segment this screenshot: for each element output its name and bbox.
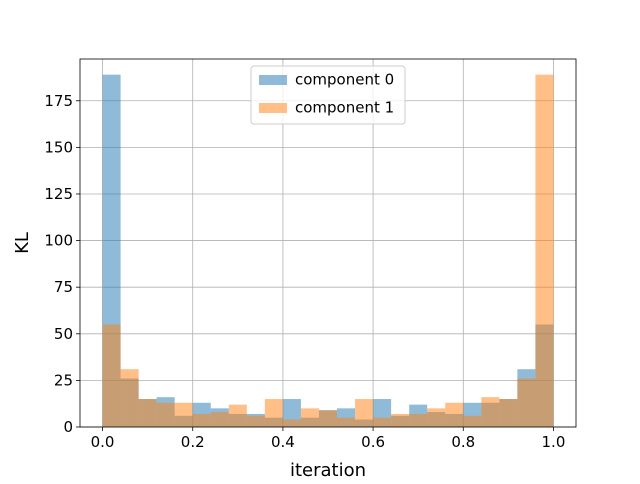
x-tick-label: 0.0 bbox=[91, 433, 115, 451]
x-tick-label: 0.4 bbox=[271, 433, 295, 451]
bar bbox=[517, 378, 536, 427]
bar bbox=[282, 419, 301, 427]
legend-label: component 0 bbox=[295, 71, 394, 89]
x-axis-label: iteration bbox=[290, 460, 366, 480]
y-axis-label: KL bbox=[12, 232, 33, 254]
bar bbox=[463, 415, 482, 427]
bar bbox=[355, 399, 374, 427]
bar bbox=[535, 74, 554, 427]
y-tick-label: 0 bbox=[63, 418, 73, 436]
legend-swatch bbox=[259, 103, 287, 113]
bar bbox=[156, 402, 175, 427]
y-tick-label: 100 bbox=[44, 232, 73, 250]
bar bbox=[481, 397, 500, 427]
bar bbox=[318, 410, 338, 427]
bar bbox=[228, 404, 247, 427]
y-tick-label: 25 bbox=[54, 371, 73, 389]
bar bbox=[337, 417, 356, 427]
x-tick-label: 0.8 bbox=[451, 433, 475, 451]
bar bbox=[246, 415, 265, 427]
y-tick-label: 75 bbox=[54, 278, 73, 296]
x-tick-label: 1.0 bbox=[542, 433, 566, 451]
bar bbox=[373, 417, 392, 427]
bar bbox=[409, 413, 428, 427]
bar bbox=[391, 413, 410, 427]
bar bbox=[102, 324, 121, 427]
bar bbox=[445, 402, 464, 427]
bar bbox=[300, 408, 319, 427]
bar bbox=[427, 408, 446, 427]
bar bbox=[264, 399, 283, 427]
bar bbox=[192, 413, 211, 427]
legend-swatch bbox=[259, 75, 287, 85]
bar bbox=[210, 412, 229, 427]
bar bbox=[499, 399, 518, 427]
plot-frame bbox=[79, 58, 577, 428]
x-tick-label: 0.6 bbox=[361, 433, 385, 451]
bar bbox=[138, 399, 157, 427]
legend-label: component 1 bbox=[295, 99, 394, 117]
y-tick-label: 175 bbox=[44, 92, 73, 110]
x-tick-label: 0.2 bbox=[181, 433, 205, 451]
y-tick-label: 125 bbox=[44, 185, 73, 203]
bar bbox=[174, 402, 193, 427]
bar bbox=[120, 369, 139, 427]
y-tick-label: 50 bbox=[54, 325, 73, 343]
y-tick-label: 150 bbox=[44, 138, 73, 156]
legend-box bbox=[250, 65, 406, 125]
